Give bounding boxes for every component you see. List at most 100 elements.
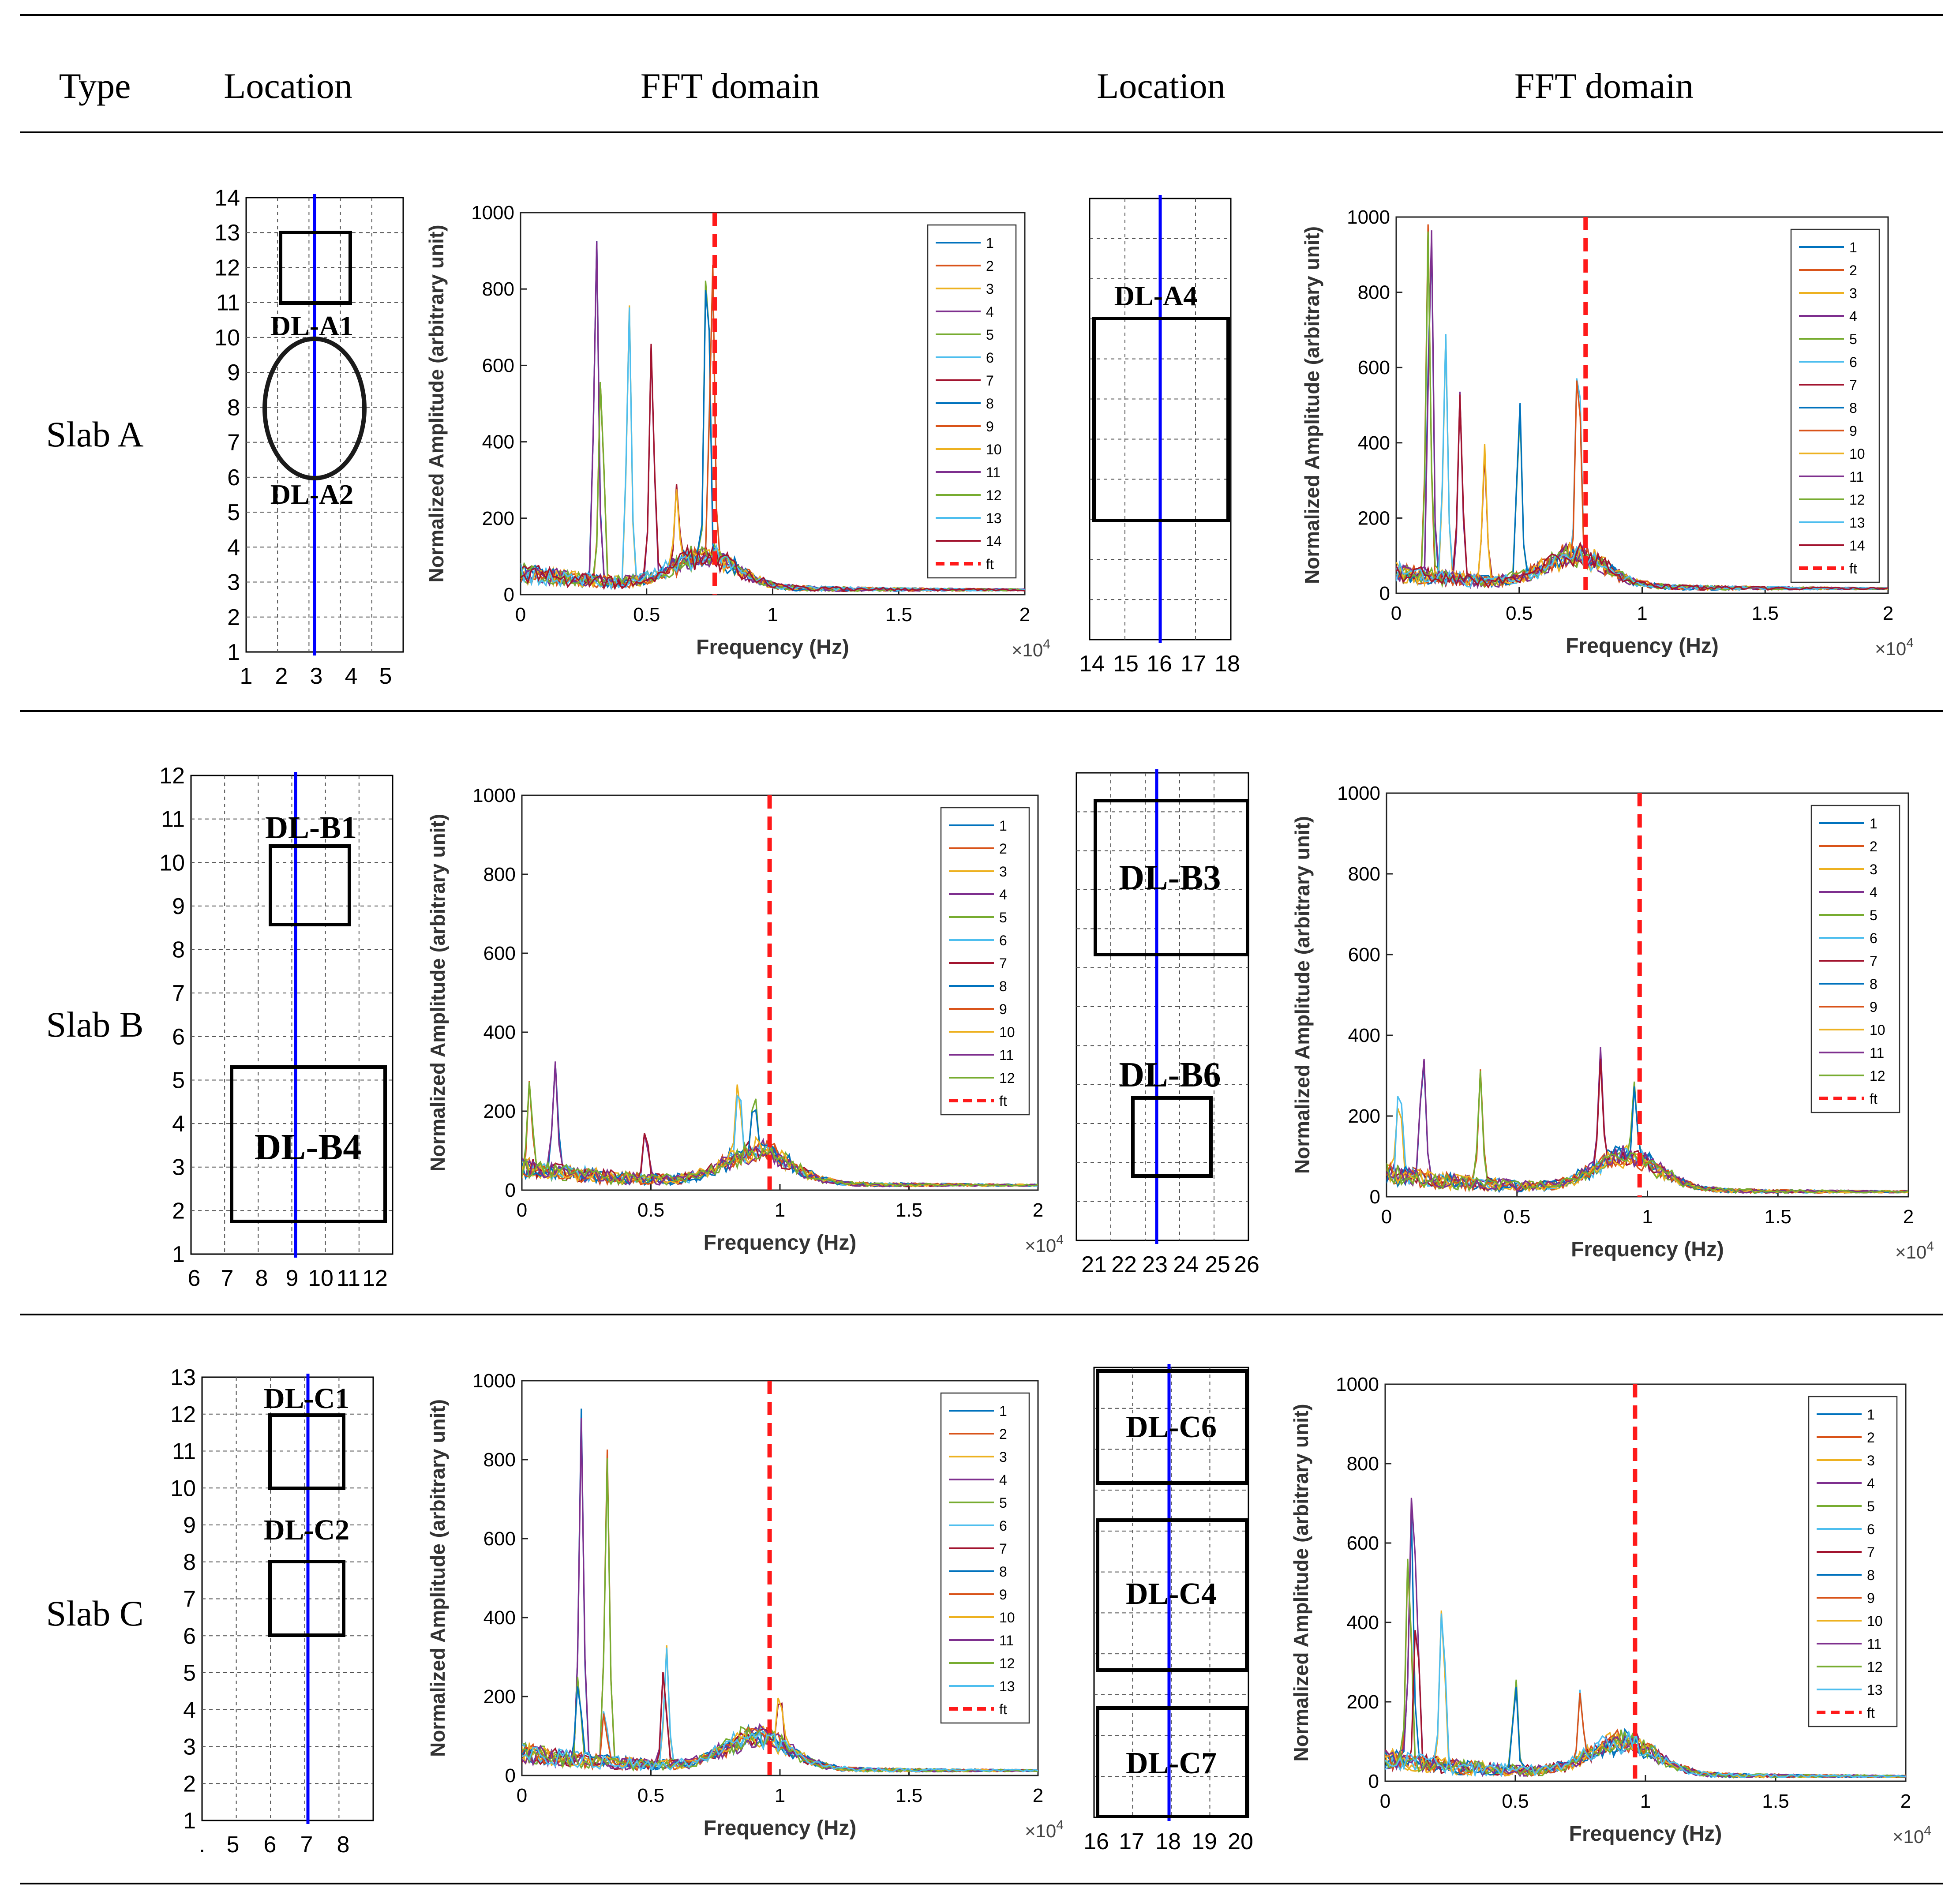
series-line-12 (522, 1141, 1038, 1187)
legend-label: 2 (1870, 839, 1878, 854)
defect-label: DL-B6 (1119, 1056, 1221, 1094)
defect-region-box (230, 1065, 387, 1223)
x-multiplier-exponent: 4 (1926, 1239, 1934, 1254)
legend-label: 11 (1867, 1636, 1881, 1652)
legend-label: ft (999, 1093, 1007, 1109)
legend-label: 3 (1867, 1453, 1875, 1468)
x-axis-label: Frequency (Hz) (704, 1231, 857, 1255)
x-multiplier-exponent: 4 (1924, 1824, 1931, 1838)
x-tick-label: 0 (515, 604, 526, 626)
location-diagram-slab-a-right: 14 15 16 17 18 DL-A4 (1079, 195, 1240, 677)
legend-label: 1 (1870, 816, 1878, 832)
x-tick-label: 8 (255, 1266, 268, 1291)
y-tick-label: 3 (172, 1155, 185, 1180)
y-tick-label: 200 (483, 1686, 516, 1708)
x-tick-label: 3 (310, 663, 323, 689)
y-tick-label: 7 (227, 430, 240, 456)
y-tick-label: 6 (227, 465, 240, 491)
y-tick-label: 10 (214, 325, 240, 351)
y-tick-label: 400 (1347, 1612, 1379, 1633)
x-tick-label: 0.5 (1506, 603, 1533, 624)
legend-label: 4 (1870, 884, 1878, 900)
x-tick-label: 1.5 (1765, 1206, 1791, 1228)
legend-label: 1 (999, 818, 1007, 834)
legend-label: ft (986, 556, 994, 572)
legend-label: 6 (1870, 930, 1878, 946)
legend-label: 8 (1867, 1567, 1875, 1583)
defect-region-box (1094, 799, 1249, 956)
legend-label: 8 (1870, 976, 1878, 992)
x-tick-label: 6 (264, 1832, 277, 1858)
y-tick-label: 2 (172, 1198, 185, 1224)
x-multiplier-label: ×104 (1895, 1239, 1934, 1262)
legend-label: 12 (986, 487, 1002, 503)
y-tick-label: 3 (183, 1734, 196, 1760)
legend-box (1790, 228, 1880, 583)
y-tick-label: 12 (159, 763, 185, 789)
legend-label: 6 (1867, 1521, 1875, 1537)
fft-chart-3: 0 0.5 1 1.5 2 0 200 400 600 800 1000 Frequency (Hz)… (426, 785, 1064, 1256)
y-tick-label: 400 (483, 1607, 516, 1629)
y-tick-label: 6 (183, 1623, 196, 1649)
legend-label: 11 (1870, 1045, 1884, 1061)
legend-label: 8 (1849, 400, 1857, 416)
series-lines (521, 240, 1025, 592)
defect-label: DL-C4 (1126, 1577, 1217, 1611)
x-tick-label: 0 (1380, 1790, 1390, 1812)
legend-label: 2 (999, 1426, 1007, 1442)
legend-label: 10 (999, 1024, 1015, 1040)
y-tick-label: 1000 (472, 1370, 516, 1392)
y-tick-label: 7 (172, 981, 185, 1006)
x-tick-label: 17 (1180, 651, 1206, 677)
header-fft-domain-2: FFT domain (1514, 66, 1694, 106)
x-tick-label: 2 (1033, 1199, 1043, 1221)
defect-region-circle (262, 337, 367, 480)
y-tick-label: 5 (183, 1660, 196, 1686)
legend-label: 3 (999, 864, 1007, 880)
fft-chart-5: 0 0.5 1 1.5 2 0 200 400 600 800 1000 Frequency (Hz)… (426, 1370, 1064, 1841)
y-tick-label: 800 (483, 1449, 516, 1471)
y-tick-label: 600 (483, 1528, 516, 1550)
location-diagram-slab-c-right: 16 17 18 19 20 DL-C6 DL-C4 DL-C7 (1083, 1364, 1253, 1854)
legend-label: 9 (986, 419, 994, 434)
legend-label: 5 (1870, 907, 1878, 923)
x-multiplier-base: ×10 (1875, 638, 1906, 659)
x-tick-label: 6 (188, 1266, 201, 1291)
y-tick-label: 10 (159, 850, 185, 876)
legend-label: 11 (999, 1047, 1014, 1063)
fft-chart-2: 0 0.5 1 1.5 2 0 200 400 600 800 1000 Frequency (Hz)… (1300, 206, 1914, 659)
series-line-12 (1385, 1730, 1906, 1779)
x-multiplier-base: ×10 (1012, 640, 1043, 660)
x-tick-label: 1 (775, 1785, 785, 1806)
defect-region-box (268, 1560, 345, 1637)
legend-label: 13 (999, 1678, 1015, 1694)
x-tick-label: 1 (1640, 1790, 1651, 1812)
defect-region-box (268, 1413, 345, 1490)
x-tick-label: 1 (240, 663, 253, 689)
x-tick-label: 4 (345, 663, 358, 689)
location-diagram-slab-b-right: 21 22 23 24 25 26 DL-B3 DL-B6 (1076, 769, 1259, 1277)
y-tick-label: 9 (172, 894, 185, 919)
legend-label: 13 (1867, 1682, 1883, 1698)
x-tick-label: 2 (1900, 1790, 1911, 1812)
y-tick-label: 1000 (1347, 206, 1390, 228)
legend-label: 3 (1849, 285, 1857, 301)
x-tick-label: 11 (337, 1266, 360, 1291)
y-tick-label: 7 (183, 1587, 196, 1612)
legend-label: 11 (999, 1633, 1014, 1648)
header-fft-domain-1: FFT domain (641, 66, 820, 106)
legend-label: 10 (999, 1610, 1015, 1626)
y-tick-label: 12 (170, 1402, 196, 1427)
header-type: Type (59, 66, 131, 106)
legend-label: 10 (1849, 446, 1865, 462)
legend-label: 11 (986, 464, 1001, 480)
x-tick-label: 18 (1155, 1829, 1181, 1854)
fft-chart-4: 0 0.5 1 1.5 2 0 200 400 600 800 1000 Frequency (Hz)… (1291, 783, 1934, 1262)
x-axis-label: Frequency (Hz) (1571, 1238, 1724, 1261)
y-tick-label: 1000 (1336, 1374, 1379, 1395)
x-tick-label: 1.5 (896, 1199, 922, 1221)
legend-label: 10 (1870, 1022, 1885, 1038)
